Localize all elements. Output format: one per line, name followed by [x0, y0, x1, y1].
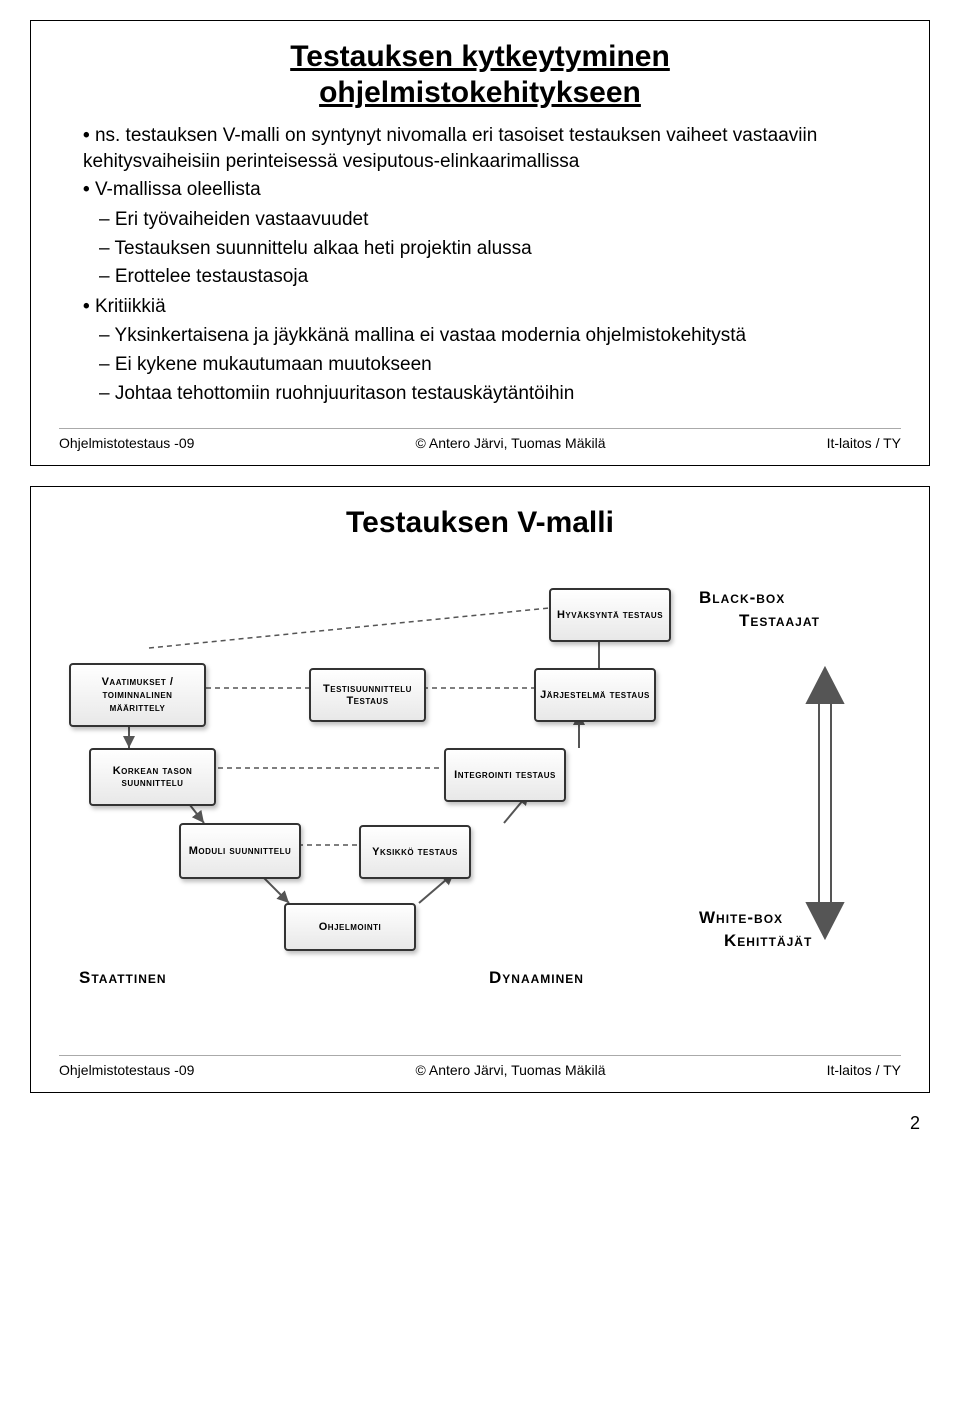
bullet-2-sub3: Erottelee testaustasoja [99, 264, 901, 290]
label-blackbox: Black-box [699, 588, 785, 608]
bullet-3: Kritiikkiä [83, 294, 901, 320]
bullet-2-sub2: Testauksen suunnittelu alkaa heti projek… [99, 236, 901, 262]
label-kehittajat: Kehittäjät [724, 931, 812, 951]
slide2-title: Testauksen V-malli [59, 505, 901, 541]
footer-right: It-laitos / TY [827, 1062, 901, 1078]
title-line2: ohjelmistokehitykseen [319, 76, 641, 109]
label-dynaaminen: Dynaaminen [489, 968, 584, 988]
footer-right: It-laitos / TY [827, 435, 901, 451]
box-testisuunnittelu: Testisuunnittelu Testaus [309, 668, 426, 722]
slide2-footer: Ohjelmistotestaus -09 © Antero Järvi, Tu… [59, 1055, 901, 1078]
page-number: 2 [0, 1113, 920, 1134]
box-yksikko: Yksikkö testaus [359, 825, 471, 879]
title-line1: Testauksen kytkeytyminen [290, 40, 670, 73]
slide1-bullets: ns. testauksen V-malli on syntynyt nivom… [59, 123, 901, 406]
bullet-1: ns. testauksen V-malli on syntynyt nivom… [83, 123, 901, 174]
footer-center: © Antero Järvi, Tuomas Mäkilä [415, 1062, 605, 1078]
box-integrointi: Integrointi testaus [444, 748, 566, 802]
box-hyvaksynta: Hyväksyntä testaus [549, 588, 671, 642]
label-whitebox: White-box [699, 908, 783, 928]
footer-left: Ohjelmistotestaus -09 [59, 435, 194, 451]
bullet-2-sub1: Eri työvaiheiden vastaavuudet [99, 207, 901, 233]
box-moduli: Moduli suunnittelu [179, 823, 301, 879]
footer-left: Ohjelmistotestaus -09 [59, 1062, 194, 1078]
bullet-2: V-mallissa oleellista [83, 177, 901, 203]
footer-center: © Antero Järvi, Tuomas Mäkilä [415, 435, 605, 451]
slide1-title: Testauksen kytkeytyminen ohjelmistokehit… [59, 39, 901, 111]
bullet-3-sub2: Ei kykene mukautumaan muutokseen [99, 352, 901, 378]
box-jarjestelma: Järjestelmä testaus [534, 668, 656, 722]
bullet-3-sub1: Yksinkertaisena ja jäykkänä mallina ei v… [99, 323, 901, 349]
slide-2: Testauksen V-malli [30, 486, 930, 1093]
label-staattinen: Staattinen [79, 968, 167, 988]
slide1-footer: Ohjelmistotestaus -09 © Antero Järvi, Tu… [59, 428, 901, 451]
bullet-3-sub3: Johtaa tehottomiin ruohnjuuritason testa… [99, 381, 901, 407]
box-korkean: Korkean tason suunnittelu [89, 748, 216, 806]
box-vaatimukset: Vaatimukset / toiminnalinen määrittely [69, 663, 206, 727]
v-model-diagram: Vaatimukset / toiminnalinen määrittely K… [59, 553, 901, 1033]
slide-1: Testauksen kytkeytyminen ohjelmistokehit… [30, 20, 930, 466]
label-testaajat: Testaajat [739, 611, 820, 631]
box-ohjelmointi: Ohjelmointi [284, 903, 416, 951]
